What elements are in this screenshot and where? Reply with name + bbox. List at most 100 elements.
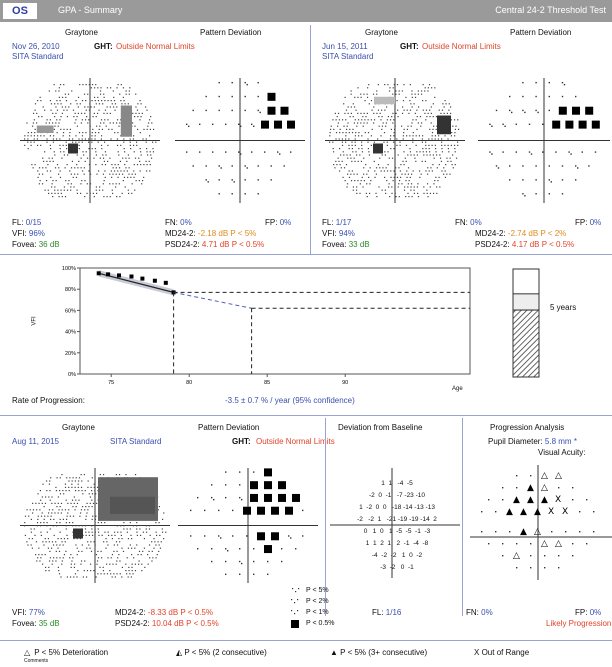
graytone-dot [93, 112, 95, 114]
graytone-dot [362, 116, 364, 118]
pd-dot [192, 165, 194, 167]
pd-dot [504, 125, 506, 128]
graytone-dot [395, 196, 397, 198]
graytone-dot [420, 125, 422, 127]
graytone-dot [45, 180, 48, 182]
graytone-dot [106, 541, 108, 543]
graytone-dot [38, 173, 41, 175]
graytone-dot [75, 490, 77, 492]
graytone-dot [377, 138, 379, 140]
pd-dot [212, 151, 214, 153]
graytone-dot [70, 173, 73, 175]
graytone-dot [415, 119, 417, 121]
graytone-dot [112, 167, 114, 169]
graytone-dot [363, 93, 365, 95]
graytone-dot [406, 109, 408, 111]
graytone-dot [51, 512, 53, 514]
graytone-dot [90, 87, 93, 89]
pd-dot [218, 95, 220, 98]
graytone-dot [116, 144, 119, 146]
pd-black-square [250, 493, 258, 502]
graytone-dot [452, 125, 454, 127]
graytone-dot [64, 486, 67, 488]
pd-dot [227, 550, 229, 552]
exam2-date: Jun 15, 2011 [322, 42, 368, 51]
pd-black-square [280, 106, 289, 115]
graytone-dot [356, 154, 358, 156]
graytone-dot [119, 573, 121, 575]
graytone-dot [367, 170, 369, 172]
pd-dot [241, 562, 243, 565]
graytone-dot [416, 128, 418, 130]
graytone-dot [335, 132, 338, 134]
graytone-dot [59, 557, 61, 559]
graytone-dot [380, 170, 382, 172]
graytone-dot [32, 509, 35, 511]
graytone-dot [24, 144, 26, 146]
graytone-dot [72, 499, 74, 501]
pd-dot [267, 560, 269, 563]
graytone-dot [85, 515, 87, 517]
graytone-dot [116, 87, 118, 89]
graytone-dot [40, 144, 42, 146]
pd-dot [244, 165, 246, 167]
graytone-dot [444, 176, 447, 178]
pd-black-square [250, 481, 258, 490]
pd-dot [251, 123, 253, 126]
filled-triangle-mark: ▲ [520, 527, 527, 537]
graytone-dot [67, 502, 69, 504]
graytone-dot [98, 109, 100, 111]
graytone-dot [51, 547, 53, 549]
graytone-dot [103, 180, 105, 182]
graytone-dot [88, 534, 90, 536]
graytone-dot [347, 122, 349, 124]
graytone-dot [407, 183, 409, 185]
graytone-dot [411, 90, 413, 92]
vfi-data-point [106, 272, 111, 277]
graytone-dot [48, 509, 51, 511]
graytone-dot [52, 525, 55, 527]
graytone-dot [85, 531, 87, 533]
pd-dot [218, 509, 220, 512]
graytone-dot [48, 90, 50, 92]
graytone-dot [135, 112, 137, 114]
graytone-dot [389, 87, 391, 89]
graytone-dot [84, 528, 87, 530]
graytone-dot [58, 573, 61, 575]
filled-triangle-mark: ▲ [527, 483, 534, 493]
graytone-dot [53, 151, 55, 153]
graytone-dot [333, 128, 335, 130]
graytone-dot [146, 164, 148, 166]
graytone-dot [109, 183, 111, 185]
graytone-dot [426, 116, 428, 118]
graytone-dot [111, 554, 114, 556]
pd-dot [190, 509, 192, 512]
graytone-dot [382, 122, 384, 124]
graytone-dot [127, 189, 129, 191]
graytone-dot [90, 173, 92, 175]
graytone-dot [143, 128, 145, 130]
graytone-dot [387, 116, 390, 118]
graytone-dot [73, 502, 75, 504]
graytone-dot [58, 90, 60, 92]
prob-legend-2: P < 2% [306, 598, 329, 605]
graytone-dot [361, 119, 363, 121]
graytone-dot [154, 541, 156, 543]
graytone-dot [38, 502, 40, 504]
graytone-dot [52, 180, 54, 182]
graytone-dot [104, 109, 107, 111]
graytone-dot [83, 167, 85, 169]
exam1-fn: FN: 0% [165, 218, 192, 227]
graytone-dot [88, 544, 90, 546]
graytone-dot [375, 167, 378, 169]
graytone-dot [118, 167, 121, 169]
graytone-dot [89, 186, 91, 188]
deviation-crosshair [330, 468, 460, 578]
graytone-dot [432, 164, 434, 166]
graytone-dot [131, 547, 133, 549]
graytone-dot [65, 550, 67, 552]
graytone-dot [115, 167, 117, 169]
pd-black-square [585, 106, 594, 115]
graytone-dot [333, 164, 335, 166]
pd-dot [218, 535, 220, 537]
